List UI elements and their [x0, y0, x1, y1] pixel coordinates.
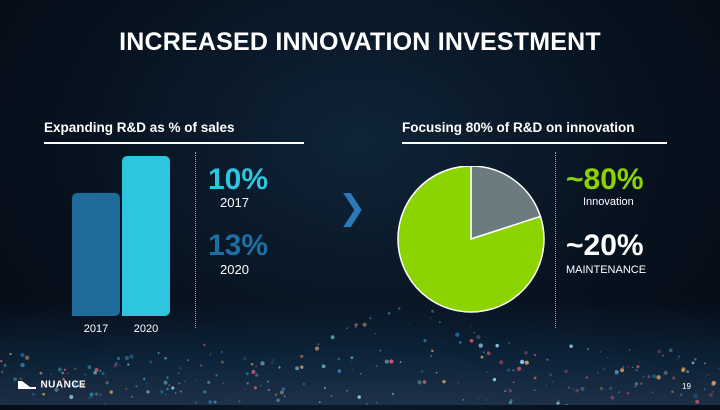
- right-divider: [555, 152, 556, 328]
- slide-title: INCREASED INNOVATION INVESTMENT: [119, 28, 601, 56]
- nuance-logo-icon: [18, 380, 36, 389]
- left-section-heading: Expanding R&D as % of sales: [44, 120, 235, 135]
- stat-maintenance-value: ~20%: [566, 229, 644, 262]
- stat-maintenance-label: MAINTENANCE: [566, 264, 647, 276]
- chevron-right-icon: ❯: [338, 188, 367, 228]
- stat-2017-value: 10%: [208, 163, 269, 196]
- stat-2020-year: 2020: [220, 262, 249, 277]
- stat-innovation-value: ~80%: [566, 163, 644, 196]
- bar-label-2017: 2017: [84, 323, 108, 335]
- pie-slice-innovation: [397, 166, 545, 313]
- nuance-logo: NUANCE: [18, 376, 86, 394]
- stat-innovation-label: Innovation: [583, 196, 634, 208]
- left-divider: [195, 152, 196, 328]
- decorative-particle-band: [0, 300, 720, 406]
- particle-dots: [0, 307, 720, 406]
- bar-2020: [122, 156, 170, 316]
- stat-2020-value: 13%: [208, 229, 269, 262]
- pie-slice-maintenance: [470, 166, 542, 241]
- rd-pie-chart: [397, 166, 545, 313]
- bar-2017: [72, 192, 120, 316]
- page-number: 19: [682, 382, 691, 391]
- left-heading-rule: [44, 142, 304, 144]
- nuance-logo-text: NUANCE: [40, 379, 87, 391]
- rd-bar-chart: 2017 2020: [72, 156, 170, 335]
- right-section-heading: Focusing 80% of R&D on innovation: [402, 120, 635, 135]
- bar-label-2020: 2020: [134, 323, 158, 335]
- right-heading-rule: [402, 142, 667, 144]
- stat-2017-year: 2017: [220, 195, 249, 210]
